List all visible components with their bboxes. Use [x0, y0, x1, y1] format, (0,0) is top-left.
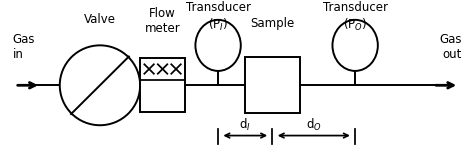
- Text: (P$_O$): (P$_O$): [343, 17, 367, 33]
- Text: d$_O$: d$_O$: [306, 117, 322, 133]
- Text: Sample: Sample: [250, 17, 294, 30]
- Text: Gas
out: Gas out: [439, 33, 462, 61]
- Ellipse shape: [195, 20, 241, 71]
- Ellipse shape: [60, 45, 140, 125]
- Text: Flow
meter: Flow meter: [145, 7, 181, 35]
- Text: Gas
in: Gas in: [12, 33, 35, 61]
- Ellipse shape: [332, 20, 378, 71]
- Text: Transducer: Transducer: [323, 1, 388, 14]
- Bar: [245, 57, 300, 113]
- Text: Valve: Valve: [84, 14, 116, 26]
- Text: d$_I$: d$_I$: [239, 117, 251, 133]
- Text: Transducer: Transducer: [186, 1, 251, 14]
- Text: (P$_I$): (P$_I$): [208, 17, 228, 33]
- Bar: [140, 58, 185, 112]
